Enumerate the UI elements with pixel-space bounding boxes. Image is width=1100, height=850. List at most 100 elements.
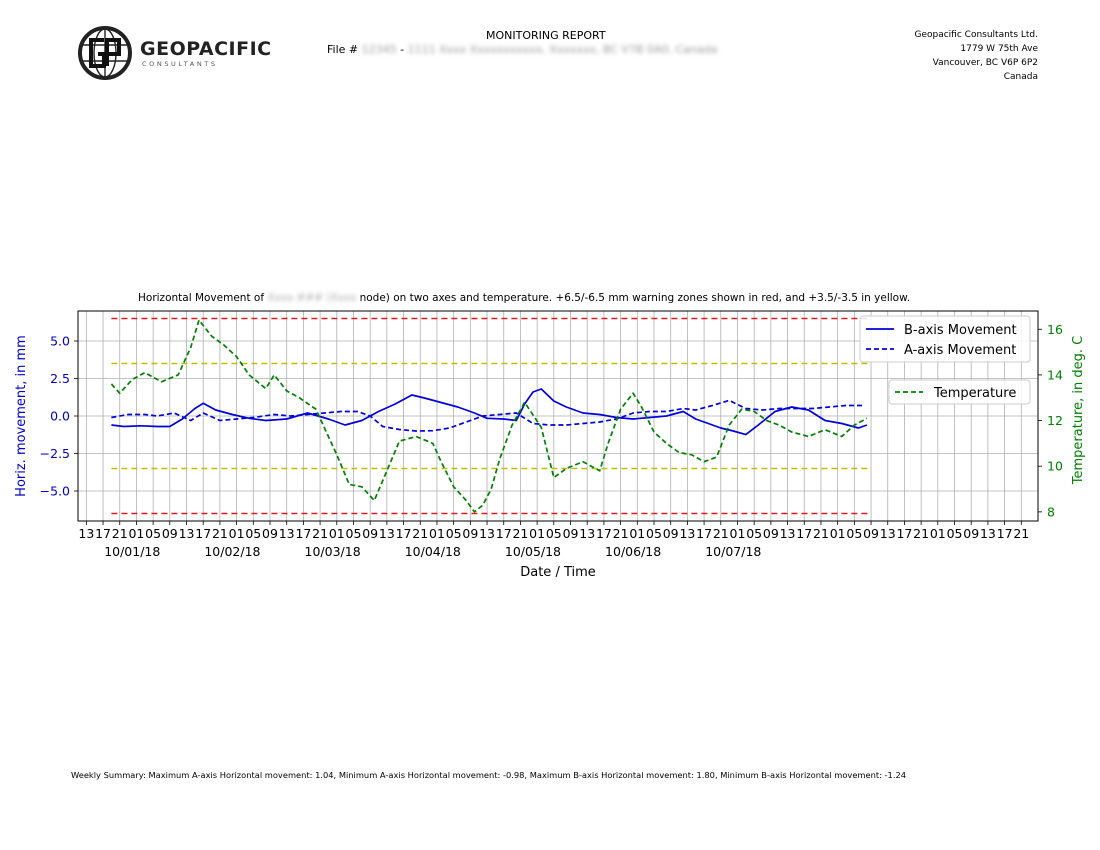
x-tick-label: 05 <box>546 526 562 541</box>
y-tick-label: −2.5 <box>40 446 70 461</box>
y-tick-label: 0.0 <box>50 409 70 424</box>
file-label: File # <box>327 43 359 56</box>
x-date-label: 10/07/18 <box>705 544 761 559</box>
logo-name: GEOPACIFIC <box>140 38 272 60</box>
legend-b-axis-label: B-axis Movement <box>904 323 1017 338</box>
x-tick-label: 13 <box>279 526 295 541</box>
x-tick-label: 13 <box>980 526 996 541</box>
x-tick-label: 21 <box>512 526 528 541</box>
x-tick-label: 05 <box>346 526 362 541</box>
x-tick-label: 05 <box>245 526 261 541</box>
a-axis-movement-line <box>111 399 863 432</box>
y-axis-label: Horiz. movement, in mm <box>14 335 29 497</box>
x-tick-label: 05 <box>746 526 762 541</box>
globe-logo-icon <box>78 26 132 80</box>
x-tick-label: 05 <box>145 526 161 541</box>
file-line: File # 12345 - 1111 Xxxx Xxxxxxxxxxx, Xx… <box>327 43 717 56</box>
file-id: 12345 <box>361 43 397 56</box>
x-tick-label: 01 <box>529 526 545 541</box>
x-tick-label: 17 <box>896 526 912 541</box>
x-tick-label: 17 <box>396 526 412 541</box>
report-title: MONITORING REPORT <box>486 29 606 42</box>
x-tick-label: 01 <box>830 526 846 541</box>
y2-tick-label: 8 <box>1047 504 1055 519</box>
x-tick-label: 13 <box>179 526 195 541</box>
x-tick-label: 13 <box>78 526 94 541</box>
x-tick-label: 21 <box>913 526 929 541</box>
x-tick-label: 09 <box>362 526 378 541</box>
chart-title-node: (Xxxx <box>326 292 357 304</box>
x-tick-label: 01 <box>329 526 345 541</box>
temperature-legend-box <box>888 379 1031 405</box>
x-axis-label: Date / Time <box>520 565 596 580</box>
x-tick-label: 17 <box>796 526 812 541</box>
x-tick-label: 17 <box>195 526 211 541</box>
address-line-1: Geopacific Consultants Ltd. <box>914 30 1038 40</box>
y-tick-label: 5.0 <box>50 334 70 349</box>
file-location: 1111 Xxxx Xxxxxxxxxxx, Xxxxxxx, BC V7B 0… <box>407 43 718 56</box>
x-date-label: 10/01/18 <box>104 544 160 559</box>
x-date-label: 10/05/18 <box>505 544 561 559</box>
movement-legend-box <box>859 315 1031 363</box>
x-tick-label: 21 <box>1013 526 1029 541</box>
x-tick-label: 09 <box>663 526 679 541</box>
x-tick-label: 17 <box>997 526 1013 541</box>
x-tick-label: 01 <box>128 526 144 541</box>
x-tick-label: 21 <box>312 526 328 541</box>
x-tick-label: 01 <box>930 526 946 541</box>
y2-tick-label: 12 <box>1047 413 1063 428</box>
y-tick-label: −5.0 <box>40 484 70 499</box>
x-tick-label: 17 <box>496 526 512 541</box>
y2-axis-label: Temperature, in deg. C <box>1071 336 1086 485</box>
x-tick-label: 17 <box>596 526 612 541</box>
x-tick-label: 13 <box>679 526 695 541</box>
x-tick-label: 09 <box>763 526 779 541</box>
x-tick-label: 01 <box>429 526 445 541</box>
x-tick-label: 21 <box>613 526 629 541</box>
x-tick-label: 09 <box>863 526 879 541</box>
x-tick-label: 05 <box>446 526 462 541</box>
logo-subtitle: CONSULTANTS <box>142 60 218 68</box>
x-tick-label: 05 <box>846 526 862 541</box>
x-tick-label: 13 <box>479 526 495 541</box>
x-tick-label: 17 <box>696 526 712 541</box>
file-separator: - <box>400 43 405 56</box>
company-address: Geopacific Consultants Ltd. 1779 W 75th … <box>914 28 1038 84</box>
x-tick-label: 17 <box>295 526 311 541</box>
x-date-label: 10/02/18 <box>204 544 260 559</box>
x-tick-label: 21 <box>813 526 829 541</box>
x-tick-label: 21 <box>412 526 428 541</box>
x-date-label: 10/06/18 <box>605 544 661 559</box>
x-tick-label: 01 <box>629 526 645 541</box>
company-logo: GEOPACIFIC CONSULTANTS <box>78 26 278 82</box>
x-tick-label: 17 <box>95 526 111 541</box>
y2-tick-label: 16 <box>1047 322 1063 337</box>
y2-tick-label: 10 <box>1047 459 1063 474</box>
address-line-4: Canada <box>1003 72 1038 82</box>
x-tick-label: 13 <box>780 526 796 541</box>
x-tick-label: 13 <box>579 526 595 541</box>
x-date-label: 10/04/18 <box>405 544 461 559</box>
weekly-summary: Weekly Summary: Maximum A-axis Horizonta… <box>71 770 907 780</box>
x-tick-label: 21 <box>212 526 228 541</box>
x-tick-label: 21 <box>713 526 729 541</box>
temperature-line <box>110 319 868 513</box>
x-tick-label: 01 <box>229 526 245 541</box>
chart-title-sensor: Xxxx ### <box>267 292 323 304</box>
address-line-2: 1779 W 75th Ave <box>960 44 1038 54</box>
x-tick-label: 13 <box>880 526 896 541</box>
b-axis-movement-line <box>111 388 868 436</box>
x-tick-label: 09 <box>162 526 178 541</box>
x-tick-label: 09 <box>462 526 478 541</box>
x-tick-label: 09 <box>262 526 278 541</box>
legend-temperature-label: Temperature <box>933 386 1016 401</box>
legend-a-axis-label: A-axis Movement <box>904 343 1016 358</box>
x-tick-label: 09 <box>563 526 579 541</box>
x-tick-label: 01 <box>730 526 746 541</box>
chart-title-suffix: node) on two axes and temperature. +6.5/… <box>359 292 911 304</box>
chart-title-prefix: Horizontal Movement of <box>138 292 265 304</box>
address-line-3: Vancouver, BC V6P 6P2 <box>932 58 1038 68</box>
x-tick-label: 13 <box>379 526 395 541</box>
y-tick-label: 2.5 <box>50 371 70 386</box>
